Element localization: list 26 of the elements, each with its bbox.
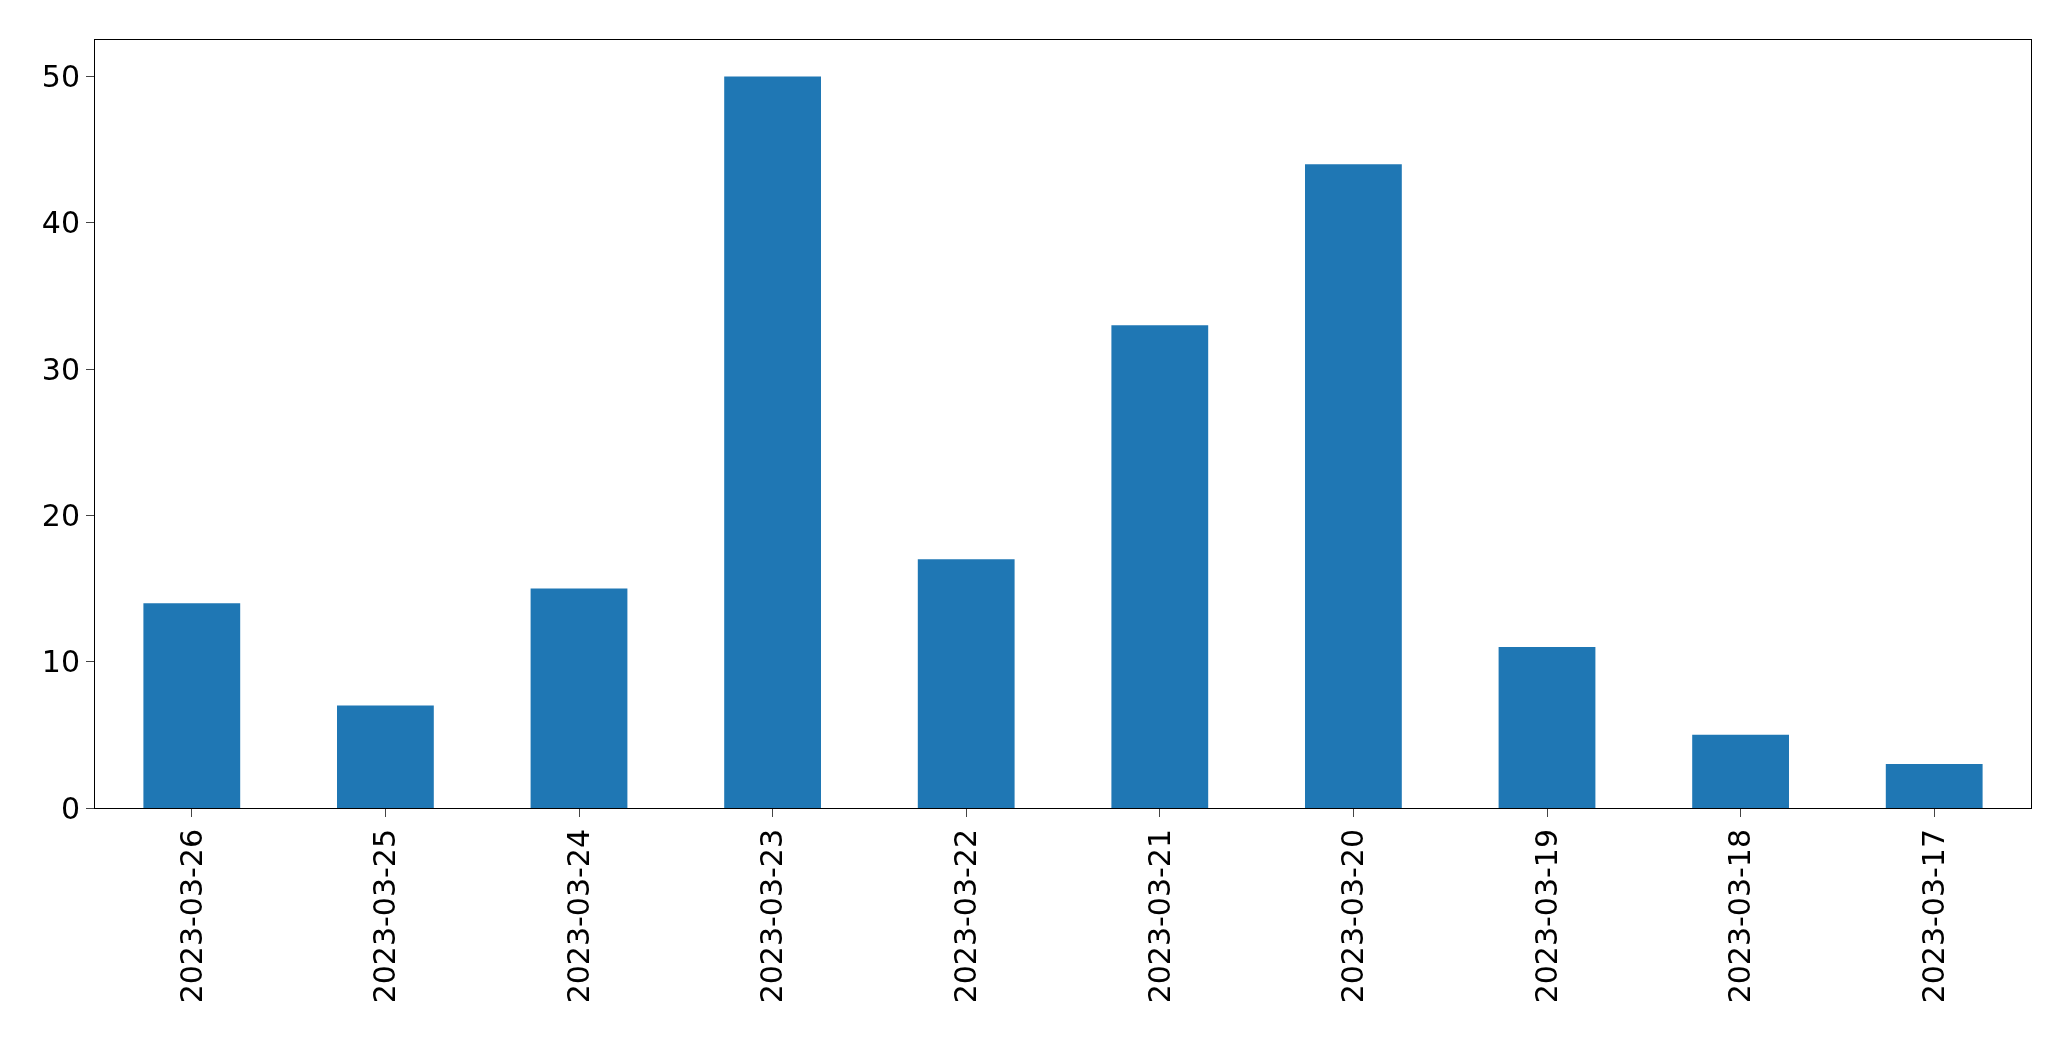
bar	[1111, 325, 1209, 808]
x-tick-label: 2023-03-23	[754, 829, 790, 1004]
x-tick-label: 2023-03-18	[1722, 829, 1758, 1004]
y-tick-label: 10	[41, 644, 80, 680]
bar	[1305, 164, 1402, 808]
bar	[1885, 764, 1983, 808]
y-tick-label: 40	[41, 205, 80, 241]
bar	[1498, 647, 1596, 808]
bar	[143, 603, 241, 808]
x-tick-label: 2023-03-26	[173, 829, 209, 1004]
y-tick-label: 30	[41, 351, 80, 387]
x-tick-label: 2023-03-25	[367, 829, 403, 1004]
y-tick-label: 20	[41, 497, 80, 533]
bar	[917, 559, 1015, 808]
bar	[724, 76, 821, 808]
x-tick-label: 2023-03-17	[1915, 829, 1951, 1004]
x-tick-label: 2023-03-19	[1528, 829, 1564, 1004]
bar	[337, 705, 434, 808]
bar	[1692, 734, 1789, 808]
y-tick-label: 50	[41, 59, 80, 95]
bar	[530, 588, 628, 808]
x-tick-label: 2023-03-21	[1141, 829, 1177, 1004]
x-tick-label: 2023-03-20	[1335, 829, 1371, 1004]
y-tick-label: 0	[60, 790, 80, 826]
x-tick-label: 2023-03-22	[947, 829, 983, 1004]
x-tick-label: 2023-03-24	[560, 829, 596, 1004]
